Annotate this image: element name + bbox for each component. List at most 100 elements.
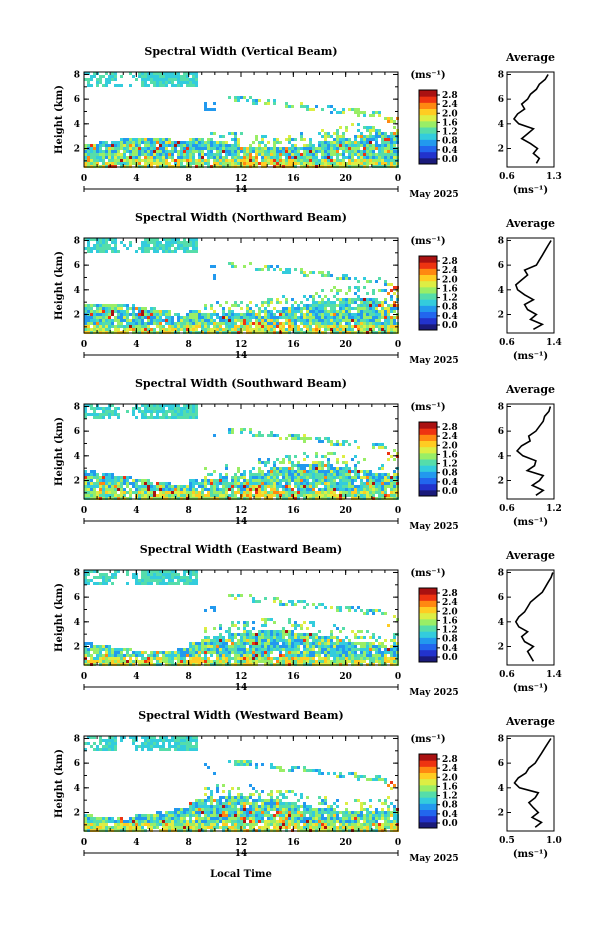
heatmap-cell bbox=[324, 316, 327, 319]
heatmap-cell bbox=[342, 488, 345, 491]
heatmap-cell bbox=[264, 159, 267, 162]
heatmap-cell bbox=[195, 147, 198, 150]
heatmap-cell bbox=[111, 150, 114, 153]
heatmap-cell bbox=[144, 141, 147, 144]
heatmap-cell bbox=[192, 81, 195, 84]
heatmap-cell bbox=[117, 416, 120, 419]
heatmap-cell bbox=[87, 494, 90, 497]
heatmap-cell bbox=[294, 464, 297, 467]
heatmap-cell bbox=[186, 410, 189, 413]
heatmap-cell bbox=[297, 467, 300, 470]
heatmap-cell bbox=[87, 648, 90, 651]
heatmap-cell bbox=[354, 162, 357, 165]
heatmap-cell bbox=[336, 476, 339, 479]
heatmap-cell bbox=[339, 141, 342, 144]
heatmap-cell bbox=[327, 452, 330, 455]
heatmap-cell bbox=[96, 476, 99, 479]
heatmap-cell bbox=[144, 328, 147, 331]
heatmap-cell bbox=[312, 651, 315, 654]
heatmap-cell bbox=[345, 304, 348, 307]
heatmap-cell bbox=[234, 132, 237, 135]
heatmap-cell bbox=[228, 488, 231, 491]
heatmap-cell bbox=[309, 304, 312, 307]
heatmap-cell bbox=[102, 413, 105, 416]
heatmap-cell bbox=[366, 642, 369, 645]
heatmap-cell bbox=[303, 645, 306, 648]
heatmap-cell bbox=[249, 96, 252, 99]
heatmap-cell bbox=[138, 654, 141, 657]
heatmap-cell bbox=[255, 479, 258, 482]
heatmap-cell bbox=[255, 600, 258, 603]
heatmap-cell bbox=[120, 141, 123, 144]
heatmap-cell bbox=[195, 310, 198, 313]
heatmap-cell bbox=[228, 144, 231, 147]
heatmap-cell bbox=[228, 636, 231, 639]
heatmap-cell bbox=[234, 654, 237, 657]
heatmap-cell bbox=[234, 313, 237, 316]
heatmap-cell bbox=[123, 648, 126, 651]
heatmap-cell bbox=[108, 485, 111, 488]
heatmap-cell bbox=[120, 491, 123, 494]
heatmap-cell bbox=[354, 464, 357, 467]
heatmap-cell bbox=[321, 325, 324, 328]
heatmap-cell bbox=[93, 488, 96, 491]
colorbar-swatch bbox=[419, 428, 437, 435]
heatmap-cell bbox=[252, 633, 255, 636]
heatmap-cell bbox=[132, 576, 135, 579]
heatmap-cell bbox=[264, 494, 267, 497]
heatmap-cell bbox=[288, 491, 291, 494]
heatmap-cell bbox=[126, 582, 129, 585]
heatmap-cell bbox=[243, 153, 246, 156]
heatmap-cell bbox=[201, 144, 204, 147]
heatmap-cell bbox=[120, 84, 123, 87]
heatmap-cell bbox=[294, 325, 297, 328]
heatmap-cell bbox=[264, 153, 267, 156]
heatmap-cell bbox=[351, 630, 354, 633]
heatmap-cell bbox=[201, 322, 204, 325]
heatmap-cell bbox=[327, 135, 330, 138]
heatmap-cell bbox=[219, 494, 222, 497]
heatmap-cell bbox=[93, 470, 96, 473]
heatmap-cell bbox=[381, 132, 384, 135]
heatmap-cell bbox=[303, 473, 306, 476]
heatmap-cell bbox=[87, 488, 90, 491]
heatmap-cell bbox=[321, 298, 324, 301]
heatmap-cell bbox=[171, 494, 174, 497]
heatmap-cell bbox=[276, 470, 279, 473]
heatmap-cell bbox=[294, 654, 297, 657]
heatmap-cell bbox=[207, 322, 210, 325]
heatmap-cell bbox=[342, 627, 345, 630]
heatmap-cell bbox=[348, 153, 351, 156]
heatmap-cell bbox=[300, 271, 303, 274]
heatmap-cell bbox=[294, 651, 297, 654]
heatmap-cell bbox=[231, 162, 234, 165]
heatmap-cell bbox=[246, 642, 249, 645]
heatmap-cell bbox=[240, 301, 243, 304]
heatmap-cell bbox=[315, 494, 318, 497]
heatmap-cell bbox=[195, 573, 198, 576]
heatmap-cell bbox=[147, 141, 150, 144]
heatmap-cell bbox=[111, 313, 114, 316]
heatmap-cell bbox=[168, 482, 171, 485]
panel-0: Spectral Width (Vertical Beam)2468Height… bbox=[54, 45, 562, 200]
heatmap-cell bbox=[225, 645, 228, 648]
heatmap-cell bbox=[303, 304, 306, 307]
heatmap-cell bbox=[321, 307, 324, 310]
heatmap-cell bbox=[369, 645, 372, 648]
heatmap-cell bbox=[192, 150, 195, 153]
heatmap-cell bbox=[156, 654, 159, 657]
heatmap-cell bbox=[147, 84, 150, 87]
heatmap-cell bbox=[252, 654, 255, 657]
heatmap-cell bbox=[276, 162, 279, 165]
heatmap-cell bbox=[114, 413, 117, 416]
heatmap-cell bbox=[285, 150, 288, 153]
panel-title: Spectral Width (Vertical Beam) bbox=[144, 45, 337, 58]
heatmap-cell bbox=[300, 313, 303, 316]
heatmap-cell bbox=[345, 138, 348, 141]
heatmap-cell bbox=[162, 150, 165, 153]
heatmap-cell bbox=[306, 313, 309, 316]
heatmap-cell bbox=[204, 144, 207, 147]
heatmap-cell bbox=[141, 310, 144, 313]
heatmap-cell bbox=[351, 301, 354, 304]
heatmap-cell bbox=[300, 488, 303, 491]
